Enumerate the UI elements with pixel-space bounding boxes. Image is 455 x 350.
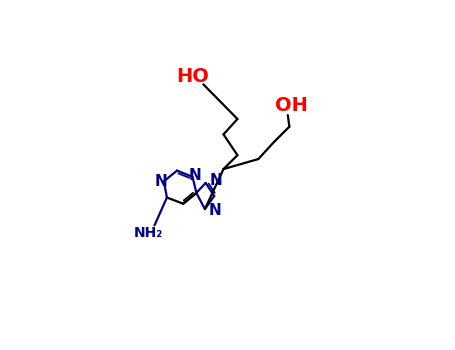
Text: N: N (154, 174, 167, 189)
Text: NH₂: NH₂ (134, 226, 163, 240)
Text: OH: OH (275, 96, 308, 116)
Text: N: N (188, 168, 201, 183)
Text: N: N (210, 173, 222, 188)
Text: N: N (209, 203, 222, 218)
Text: HO: HO (176, 67, 209, 86)
